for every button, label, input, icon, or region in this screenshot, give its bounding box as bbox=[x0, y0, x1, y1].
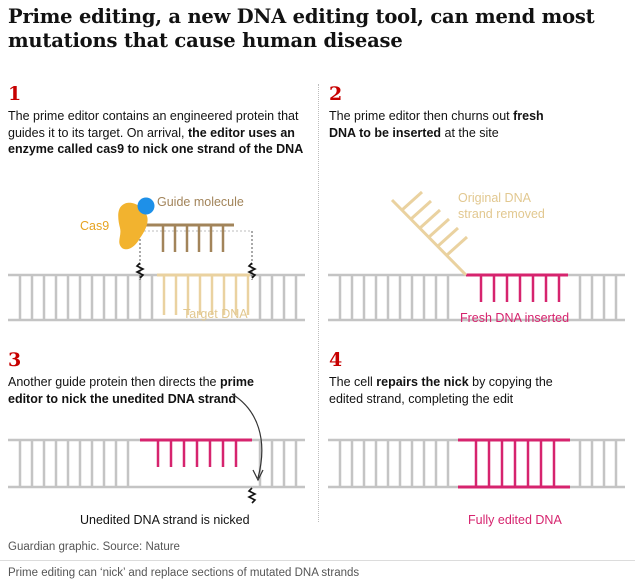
step-3: 3 Another guide protein then directs the… bbox=[8, 350, 313, 407]
label-fully-edited-dna: Fully edited DNA bbox=[468, 513, 562, 527]
removed-dna-flap bbox=[390, 190, 469, 277]
step-1-text: The prime editor contains an engineered … bbox=[8, 108, 313, 158]
step-4-text-part: by copying the edited strand, completing… bbox=[329, 375, 553, 406]
step-4: 4 The cell repairs the nick by copying t… bbox=[329, 350, 634, 407]
removed-rung bbox=[418, 208, 442, 230]
target-dna-rungs bbox=[162, 275, 250, 315]
nick-mark-right bbox=[247, 262, 257, 279]
nick-mark-left bbox=[135, 262, 145, 279]
removed-rung bbox=[400, 190, 424, 212]
step-2-illustration: Original DNA strand removed Fresh DNA in… bbox=[328, 190, 625, 325]
label-unedited-strand-nicked: Unedited DNA strand is nicked bbox=[80, 513, 250, 527]
guide-protein-icon bbox=[137, 197, 155, 215]
caption-divider bbox=[0, 560, 635, 561]
panel-divider bbox=[318, 84, 319, 522]
edited-strand-rungs bbox=[156, 440, 238, 467]
source-credit: Guardian graphic. Source: Nature bbox=[8, 541, 180, 553]
step-3-text-bold: prime editor to nick the unedited DNA st… bbox=[8, 375, 254, 406]
arrow-curve bbox=[231, 393, 263, 479]
step-3-illustration: Unedited DNA strand is nicked bbox=[8, 393, 305, 527]
dna-rungs bbox=[338, 275, 618, 320]
label-guide-molecule: Guide molecule bbox=[157, 195, 244, 209]
label-cas9: Cas9 bbox=[80, 219, 109, 233]
fresh-dna-rungs bbox=[479, 275, 561, 302]
step-2-number: 2 bbox=[329, 83, 343, 105]
dna-rungs bbox=[338, 440, 618, 487]
step-3-number: 3 bbox=[8, 349, 22, 371]
step-2-text-bold: fresh DNA to be inserted bbox=[329, 109, 544, 140]
step-1-text-bold: the editor uses an enzyme called cas9 to… bbox=[8, 125, 304, 157]
step-4-number: 4 bbox=[329, 349, 343, 371]
step-1-illustration: Guide molecule Cas9 Target DNA bbox=[8, 195, 305, 322]
step-3-text: Another guide protein then directs the p… bbox=[8, 374, 283, 407]
removed-strand-backbone bbox=[390, 198, 468, 277]
step-1: 1 The prime editor contains an engineere… bbox=[8, 84, 313, 158]
label-fresh-dna-inserted: Fresh DNA inserted bbox=[460, 311, 569, 325]
step-1-number: 1 bbox=[8, 83, 22, 105]
step-2: 2 The prime editor then churns out fresh… bbox=[329, 84, 634, 141]
label-line: strand removed bbox=[458, 207, 545, 221]
guide-molecule-rungs bbox=[161, 225, 225, 252]
step-2-text-part: The prime editor then churns out bbox=[329, 109, 514, 123]
removed-rung bbox=[445, 235, 469, 257]
step-2-text: The prime editor then churns out fresh D… bbox=[329, 108, 569, 141]
dna-double-strand bbox=[8, 273, 305, 322]
removed-rung bbox=[436, 226, 460, 248]
removed-rung bbox=[427, 217, 451, 239]
step-4-text-part: The cell bbox=[329, 375, 377, 389]
label-line: Original DNA bbox=[458, 191, 532, 205]
step-2-text-part: at the site bbox=[441, 125, 499, 140]
cas9-enzyme-icon bbox=[118, 202, 148, 250]
label-original-dna-removed: Original DNA strand removed bbox=[458, 191, 545, 221]
dna-rungs bbox=[18, 275, 298, 320]
step-4-illustration: Fully edited DNA bbox=[328, 438, 625, 527]
figure-caption: Prime editing can ‘nick’ and replace sec… bbox=[8, 567, 360, 579]
label-target-dna: Target DNA bbox=[183, 307, 248, 321]
arrow-head-icon bbox=[252, 469, 264, 482]
step-1-text-part: The prime editor contains an engineered … bbox=[8, 109, 299, 140]
removed-rung bbox=[409, 199, 433, 221]
step-4-text: The cell repairs the nick by copying the… bbox=[329, 374, 569, 407]
edited-rungs bbox=[474, 440, 556, 487]
graphic-title: Prime editing, a new DNA editing tool, c… bbox=[8, 5, 595, 52]
step-3-text-part: Another guide protein then directs the bbox=[8, 375, 220, 389]
dna-rungs bbox=[18, 440, 298, 487]
nick-mark bbox=[247, 487, 257, 504]
step-4-text-bold: repairs the nick bbox=[376, 375, 469, 389]
